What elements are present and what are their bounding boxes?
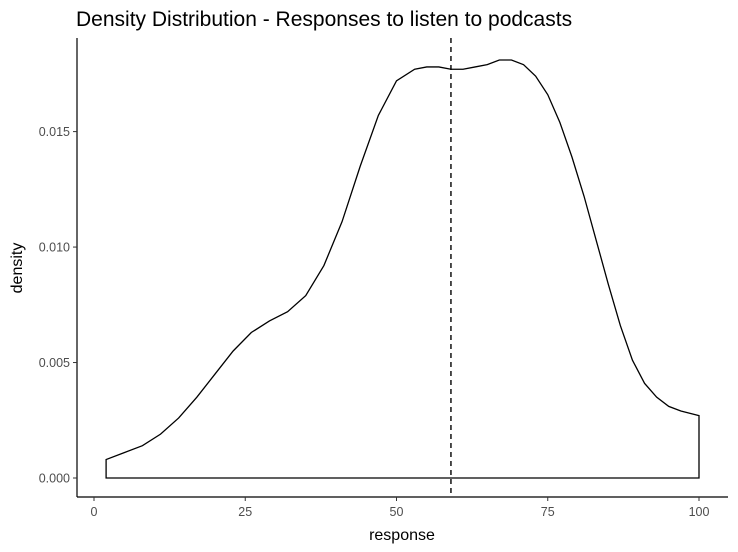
y-tick-label: 0.010 bbox=[39, 241, 70, 255]
chart-title: Density Distribution - Responses to list… bbox=[76, 8, 572, 31]
x-tick-label: 0 bbox=[91, 505, 98, 519]
y-tick-label: 0.000 bbox=[39, 472, 70, 486]
density-curve bbox=[105, 59, 700, 479]
y-tick-label: 0.005 bbox=[39, 356, 70, 370]
x-tick-label: 50 bbox=[390, 505, 404, 519]
plot-area bbox=[105, 38, 700, 497]
y-tick-label: 0.015 bbox=[39, 125, 70, 139]
y-axis-ticks: 0.000 0.005 0.010 0.015 bbox=[39, 125, 77, 486]
x-tick-label: 75 bbox=[541, 505, 555, 519]
x-tick-label: 25 bbox=[238, 505, 252, 519]
y-axis-title: density bbox=[9, 243, 26, 294]
x-axis-ticks: 0 25 50 75 100 bbox=[91, 497, 710, 519]
x-tick-label: 100 bbox=[689, 505, 710, 519]
x-axis-title: response bbox=[369, 527, 435, 544]
